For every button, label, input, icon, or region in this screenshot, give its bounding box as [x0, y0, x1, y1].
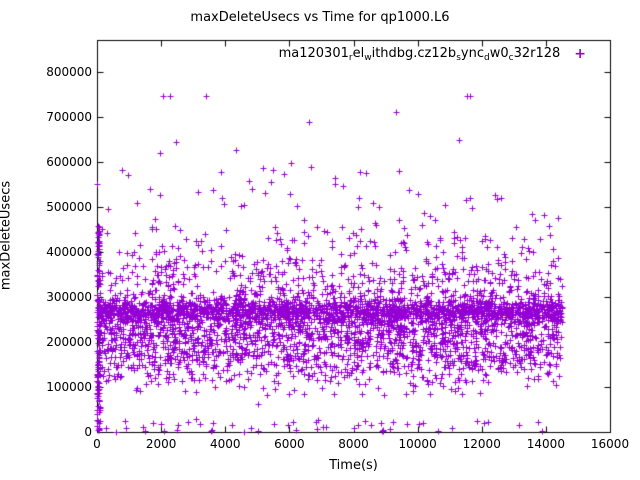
legend-text-part: ync	[460, 46, 484, 61]
legend-text-part: ithdbg.cz12b	[371, 46, 457, 61]
legend-text-part: ma120301	[278, 46, 349, 61]
x-tick-label: 0	[93, 437, 101, 451]
legend-plus-marker-icon: +	[574, 45, 586, 62]
y-tick-label: 700000	[46, 109, 92, 124]
x-tick-label: 14000	[526, 437, 565, 451]
x-tick-label: 2000	[145, 437, 177, 451]
y-tick-label: 400000	[46, 244, 92, 259]
y-tick-label: 600000	[46, 154, 92, 169]
y-tick-label: 500000	[46, 199, 92, 214]
legend-text-part: w0	[489, 46, 509, 61]
y-tick-label: 100000	[46, 379, 92, 394]
legend-series-label: ma120301relwithdbg.cz12bsyncdw0c32r128	[278, 46, 561, 63]
legend-text-part: c	[508, 53, 514, 63]
x-tick-label: 10000	[398, 437, 437, 451]
legend-text-part: 32r128	[513, 46, 561, 61]
legend-text-part: d	[483, 53, 490, 63]
x-tick-label: 6000	[274, 437, 305, 451]
x-tick-label: 16000	[590, 437, 630, 451]
y-tick-label: 800000	[46, 64, 92, 79]
legend-text-part: el	[352, 46, 365, 61]
y-tick-label: 300000	[46, 289, 92, 304]
x-tick-label: 4000	[209, 437, 241, 451]
x-tick-label: 8000	[338, 437, 369, 451]
y-tick-label: 200000	[46, 334, 92, 349]
legend-text-part: r	[348, 53, 353, 63]
y-tick-label: 0	[84, 425, 92, 439]
legend: ma120301relwithdbg.cz12bsyncdw0c32r128 +	[97, 45, 586, 63]
legend-text-part: w	[364, 53, 372, 63]
x-tick-label: 12000	[462, 437, 501, 451]
legend-text-part: s	[456, 53, 461, 63]
